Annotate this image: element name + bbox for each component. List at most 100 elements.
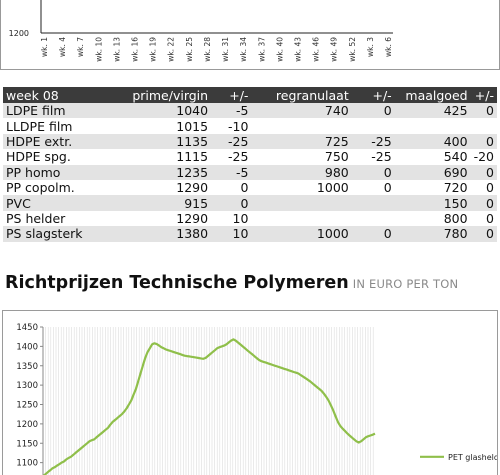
table-row: LDPE film 1040 -5 740 0 425 0 (3, 103, 497, 119)
table-row: HDPE extr. 1135 -25 725 -25 400 0 (3, 133, 497, 150)
table-row-label: PS helder (3, 210, 117, 227)
y-tick-label: 1250 (16, 401, 38, 411)
section-subtitle: IN EURO PER TON (352, 277, 459, 291)
table-header-cell: +/- (351, 87, 395, 103)
table-cell: 1290 (116, 179, 212, 196)
table-cell: 0 (470, 210, 497, 227)
table-cell: 0 (470, 133, 497, 150)
top-x-tick-label: wk. 25 (185, 37, 194, 62)
table-cell: 800 (394, 210, 471, 227)
table-header-row: week 08 prime/virgin +/- regranulaat +/- maal… (3, 87, 497, 103)
top-x-tick-label: wk. 6 (384, 37, 393, 57)
table-cell: -25 (351, 133, 395, 150)
table-header-cell: regranulaat (251, 87, 352, 103)
table-cell: 915 (116, 195, 212, 211)
table-cell (351, 210, 395, 227)
table-cell: 720 (394, 179, 471, 196)
top-x-tick-label: wk. 3 (366, 37, 375, 57)
y-tick-label: 1100 (16, 459, 38, 469)
table-row: PVC 915 0 150 0 (3, 195, 497, 211)
top-x-tick-label: wk. 10 (94, 37, 103, 62)
table-cell: -20 (470, 149, 497, 165)
top-x-tick-label: wk. 22 (167, 37, 176, 62)
table-cell: -10 (211, 118, 252, 134)
legend-label: PET glashelder (448, 453, 498, 462)
table-cell: 1000 (251, 226, 352, 242)
table-row: HDPE spg. 1115 -25 750 -25 540 -20 (3, 149, 497, 165)
top-x-tick-label: wk. 52 (348, 37, 357, 62)
table-cell: 1115 (116, 149, 212, 165)
table-row-label: PP homo (3, 164, 117, 180)
table-cell: -5 (211, 164, 252, 180)
pet-price-chart: 105011001150120012501300135014001450PET … (2, 310, 498, 475)
top-x-tick-label: wk. 19 (149, 37, 158, 62)
y-tick-label: 1300 (16, 381, 38, 391)
top-x-tick-label: wk. 46 (312, 37, 321, 62)
table-header-cell: week 08 (3, 87, 117, 103)
table-cell: 425 (394, 103, 471, 119)
table-cell: 0 (351, 103, 395, 119)
table-cell: 400 (394, 133, 471, 150)
top-y-tick-label: 1200 (9, 29, 29, 38)
y-tick-label: 1200 (16, 420, 38, 430)
table-cell: 0 (470, 164, 497, 180)
table-cell: 1290 (116, 210, 212, 227)
top-x-tick-label: wk. 1 (40, 37, 49, 57)
pet-chart-svg: 105011001150120012501300135014001450PET … (16, 323, 498, 475)
table-cell: 725 (251, 133, 352, 150)
table-row-label: PVC (3, 195, 117, 211)
table-cell: 1135 (116, 133, 212, 150)
pet-glashelder-line (42, 338, 376, 475)
table-cell (251, 210, 352, 227)
table-row-label: HDPE spg. (3, 149, 117, 165)
table-cell: 0 (351, 179, 395, 196)
table-cell: 980 (251, 164, 352, 180)
top-x-tick-label: wk. 16 (131, 37, 140, 62)
table-cell: 740 (251, 103, 352, 119)
table-header-cell: +/- (470, 87, 497, 103)
table-cell: 1040 (116, 103, 212, 119)
table-row: LLDPE film 1015 -10 (3, 118, 497, 134)
table-cell: 0 (211, 195, 252, 211)
table-cell: 10 (211, 226, 252, 242)
top-x-tick-label: wk. 34 (239, 37, 248, 62)
table-cell (351, 118, 395, 134)
table-row: PP homo 1235 -5 980 0 690 0 (3, 164, 497, 180)
table-row: PS slagsterk 1380 10 1000 0 780 0 (3, 226, 497, 242)
y-tick-label: 1450 (16, 323, 38, 333)
table-body: LDPE film 1040 -5 740 0 425 0 LLDPE film 1015 -10… (3, 103, 497, 242)
y-tick-label: 1400 (16, 342, 38, 352)
table-row: PS helder 1290 10 800 0 (3, 210, 497, 227)
table-row-label: PP copolm. (3, 179, 117, 196)
top-x-tick-label: wk. 13 (112, 37, 121, 62)
top-x-tick-label: wk. 43 (294, 37, 303, 62)
table-cell: -25 (211, 133, 252, 150)
table-cell: 750 (251, 149, 352, 165)
table-cell: 540 (394, 149, 471, 165)
section-title: Richtprijzen Technische Polymeren (5, 273, 349, 293)
table-row-label: LDPE film (3, 103, 117, 119)
y-tick-label: 1350 (16, 362, 38, 372)
table-cell: -5 (211, 103, 252, 119)
table-cell: 1015 (116, 118, 212, 134)
table-cell: 0 (470, 226, 497, 242)
section-heading: Richtprijzen Technische Polymeren IN EURO… (5, 273, 458, 293)
top-x-tick-label: wk. 7 (76, 37, 85, 57)
table-header-cell: +/- (211, 87, 252, 103)
table-cell (251, 118, 352, 134)
top-chart: 1200 wk. 1 wk. 4 wk. 7 wk. 10 wk. 13 wk. 16 wk.… (0, 0, 500, 70)
table-row-label: HDPE extr. (3, 133, 117, 150)
table-cell: 0 (470, 195, 497, 211)
table-cell: 10 (211, 210, 252, 227)
table-cell (470, 118, 497, 134)
y-tick-label: 1150 (16, 439, 38, 449)
table-cell: 0 (470, 103, 497, 119)
table-cell: 1380 (116, 226, 212, 242)
table-cell (394, 118, 471, 134)
table-cell: 0 (351, 226, 395, 242)
table-cell (251, 195, 352, 211)
table-cell: 690 (394, 164, 471, 180)
table-cell: 0 (470, 179, 497, 196)
table-cell: 1235 (116, 164, 212, 180)
table-cell: 0 (351, 164, 395, 180)
